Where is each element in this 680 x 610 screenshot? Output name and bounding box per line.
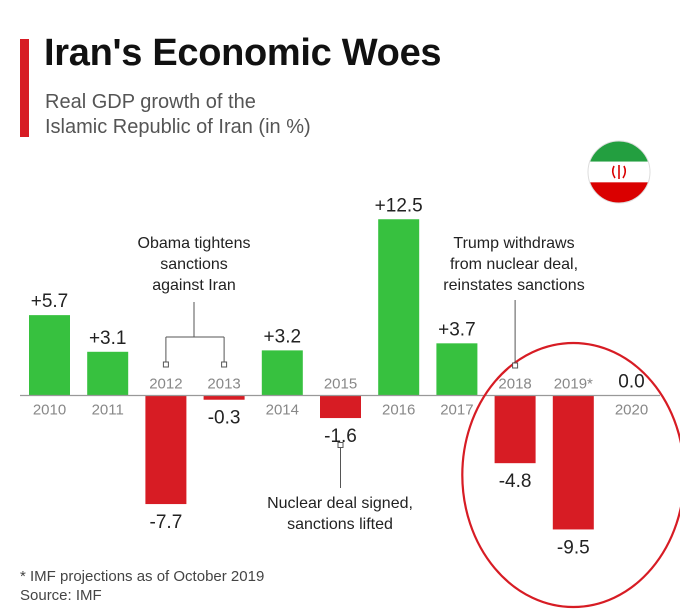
axis-layer: 2010 2011 2012 2013 2014 2015 2016 2017 2018 2019… (20, 376, 660, 419)
bar-2011 (87, 351, 129, 396)
annotation-1-line-1: Obama tightens (138, 235, 251, 252)
bar-2013 (203, 395, 245, 400)
data-label-2019: -9.5 (557, 537, 590, 558)
footnote: * IMF projections as of October 2019 Sou… (20, 567, 264, 605)
bar-2016 (378, 219, 420, 396)
annotation-3-line-1: Trump withdraws (453, 235, 574, 252)
flag-stripes (588, 141, 650, 203)
subtitle-line-1: Real GDP growth of the (45, 91, 256, 113)
tick-label-2015: 2015 (324, 376, 357, 393)
annotation-1-line-2: sanctions (160, 256, 228, 273)
footnote-projection-note: * IMF projections as of October 2019 (20, 568, 265, 585)
subtitle-line-2: Islamic Republic of Iran (in %) (45, 116, 311, 138)
chart-title: Iran's Economic Woes (44, 32, 442, 74)
bar-2014 (261, 350, 303, 396)
tick-label-2012: 2012 (149, 376, 182, 393)
bar-2015 (320, 395, 361, 419)
highlight-circle (461, 341, 680, 609)
flag-green-stripe (588, 141, 650, 162)
iran-flag-icon (587, 140, 651, 204)
bar-2010 (29, 315, 70, 396)
annotation-1-marker-1 (162, 361, 169, 368)
data-label-2012: -7.7 (150, 512, 183, 533)
source-note: Source: IMF (20, 587, 102, 604)
bar-2012 (145, 395, 187, 505)
bar-2019 (552, 395, 594, 530)
tick-label-2018: 2018 (498, 376, 531, 393)
data-label-2018: -4.8 (499, 471, 532, 492)
data-label-2013: -0.3 (208, 408, 241, 429)
bar-2018 (494, 395, 536, 464)
bar-2017 (436, 343, 478, 396)
data-label-2011: +3.1 (89, 328, 127, 349)
flag-border (587, 140, 651, 204)
annotation-3-line-2: from nuclear deal, (450, 256, 578, 273)
annotation-3-marker (512, 362, 519, 369)
annotation-3-line-3: reinstates sanctions (443, 277, 584, 294)
data-label-2015: -1.6 (324, 426, 357, 447)
tick-label-2013: 2013 (207, 376, 240, 393)
data-label-2010: +5.7 (31, 291, 69, 312)
bars-layer: +5.7 +3.1 -7.7 -0.3 +3.2 -1.6 +12.5 +3.7 -4.8 -9.… (29, 195, 645, 558)
annotation-1-marker-2 (221, 361, 228, 368)
chart-subtitle: Real GDP growth of the Islamic Republic … (45, 90, 405, 140)
tick-label-2019: 2019* (554, 376, 593, 393)
flag-red-stripe (588, 182, 650, 203)
flag-emblem (611, 165, 627, 179)
annotation-1-line-3: against Iran (152, 277, 236, 294)
tick-label-2010: 2010 (33, 402, 66, 419)
title-accent-bar (20, 39, 29, 137)
tick-label-2014: 2014 (266, 402, 299, 419)
data-label-2020: 0.0 (618, 372, 644, 393)
tick-label-2011: 2011 (92, 402, 124, 419)
tick-label-2016: 2016 (382, 402, 415, 419)
tick-label-2020: 2020 (615, 402, 648, 419)
tick-label-2017: 2017 (440, 402, 473, 419)
annotation-2-line-1: Nuclear deal signed, (267, 495, 413, 512)
data-label-2014: +3.2 (264, 326, 302, 347)
data-label-2016: +12.5 (375, 195, 423, 216)
annotation-2-marker (337, 442, 344, 448)
data-label-2017: +3.7 (438, 319, 476, 340)
annotations-layer: Obama tightens sanctions against Iran Nucle… (138, 235, 680, 609)
annotation-2-line-2: sanctions lifted (287, 516, 393, 533)
